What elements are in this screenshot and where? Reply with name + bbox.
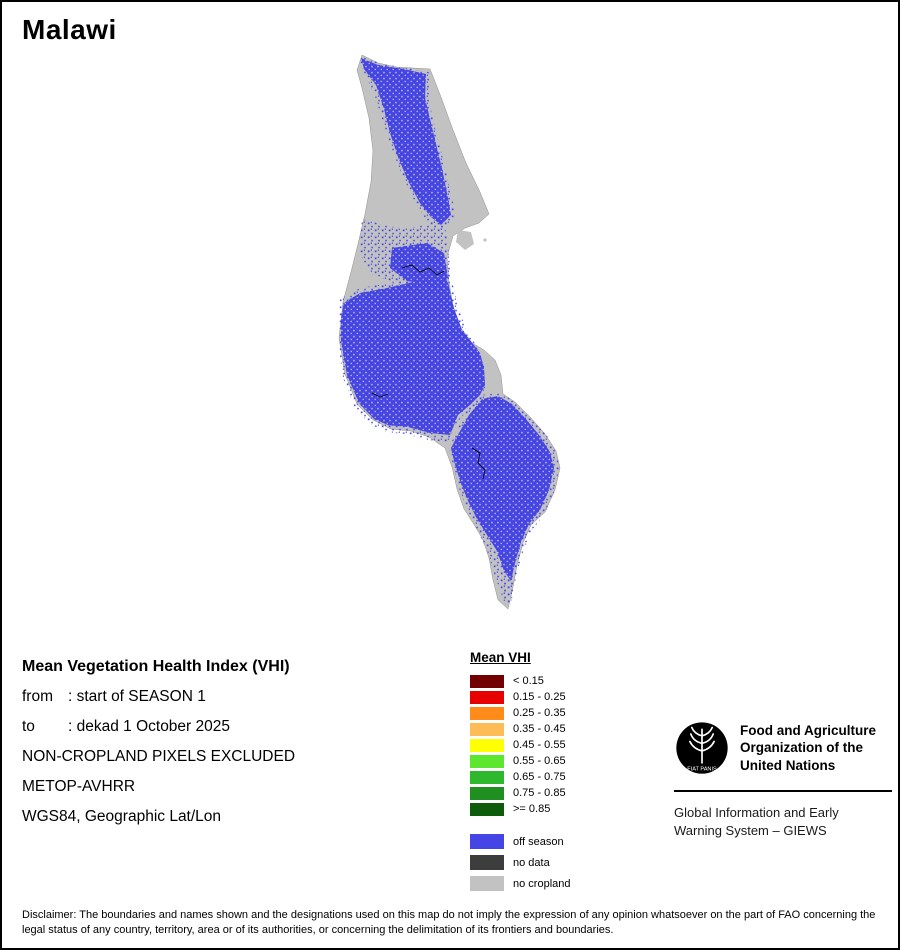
legend-item: 0.65 - 0.75: [470, 769, 660, 785]
legend-swatch: [470, 770, 504, 784]
legend-item: 0.35 - 0.45: [470, 721, 660, 737]
disclaimer: Disclaimer: The boundaries and names sho…: [22, 909, 876, 936]
fao-logo: FIAT PANIS: [676, 722, 728, 774]
legend-item-no-data: no data: [470, 852, 660, 873]
lake-island: [456, 230, 474, 250]
legend-item-no-cropland: no cropland: [470, 873, 660, 894]
legend-item: 0.25 - 0.35: [470, 705, 660, 721]
legend-swatch: [470, 722, 504, 736]
info-value-from: : start of SEASON 1: [68, 688, 206, 705]
legend-label: no data: [513, 856, 550, 869]
malawi-map: [332, 52, 572, 614]
legend-label: 0.25 - 0.35: [513, 707, 566, 719]
fao-block: FIAT PANIS Food and Agriculture Organiza…: [674, 720, 892, 839]
legend-label: >= 0.85: [513, 803, 551, 815]
fao-name: Food and Agriculture Organization of the…: [740, 723, 876, 773]
map-info-block: Mean Vegetation Health Index (VHI) from …: [22, 652, 462, 832]
legend-swatch: [470, 876, 504, 891]
legend-item: 0.75 - 0.85: [470, 785, 660, 801]
legend-item: 0.15 - 0.25: [470, 689, 660, 705]
legend-label: < 0.15: [513, 675, 544, 687]
legend-swatch: [470, 786, 504, 800]
legend-swatch: [470, 802, 504, 816]
legend-label: 0.35 - 0.45: [513, 723, 566, 735]
info-label-to: to: [22, 718, 35, 735]
fao-logo-motto: FIAT PANIS: [687, 766, 717, 772]
info-line-sensor: METOP-AVHRR: [22, 778, 136, 795]
legend-item: < 0.15: [470, 673, 660, 689]
legend-swatch: [470, 738, 504, 752]
info-line-projection: WGS84, Geographic Lat/Lon: [22, 808, 222, 825]
legend-label: no cropland: [513, 877, 571, 890]
offseason-pixels-dense: [341, 58, 554, 581]
info-heading: Mean Vegetation Health Index (VHI): [22, 658, 290, 675]
info-row-to: to : dekad 1 October 2025: [22, 712, 462, 742]
legend-swatch: [470, 754, 504, 768]
info-line-noncropland: NON-CROPLAND PIXELS EXCLUDED: [22, 748, 296, 765]
legend-label: 0.45 - 0.55: [513, 739, 566, 751]
legend-item: 0.45 - 0.55: [470, 737, 660, 753]
legend-label: 0.15 - 0.25: [513, 691, 566, 703]
legend-swatch: [470, 855, 504, 870]
malawi-map-svg: [338, 54, 561, 610]
legend-label: 0.55 - 0.65: [513, 755, 566, 767]
info-label-from: from: [22, 688, 53, 705]
info-row-from: from : start of SEASON 1: [22, 682, 462, 712]
info-value-to: : dekad 1 October 2025: [68, 718, 231, 735]
legend: Mean VHI < 0.15 0.15 - 0.25 0.25 - 0.35 …: [470, 650, 660, 894]
legend-label: off season: [513, 835, 564, 848]
admin-boundaries: [371, 264, 486, 480]
legend-swatch: [470, 834, 504, 849]
giews-name: Global Information and Early Warning Sys…: [674, 805, 839, 838]
legend-item: 0.55 - 0.65: [470, 753, 660, 769]
wheat-ear-icon: [689, 726, 715, 764]
legend-item: >= 0.85: [470, 801, 660, 817]
legend-swatch: [470, 690, 504, 704]
page-title: Malawi: [22, 14, 117, 45]
legend-swatch: [470, 674, 504, 688]
legend-label: 0.65 - 0.75: [513, 771, 566, 783]
fao-header: FIAT PANIS Food and Agriculture Organiza…: [674, 720, 892, 776]
legend-title: Mean VHI: [470, 650, 531, 665]
legend-label: 0.75 - 0.85: [513, 787, 566, 799]
divider: [674, 790, 892, 792]
lake-islet: [483, 238, 487, 242]
legend-gap: [470, 817, 660, 831]
legend-item-off-season: off season: [470, 831, 660, 852]
legend-swatch: [470, 706, 504, 720]
